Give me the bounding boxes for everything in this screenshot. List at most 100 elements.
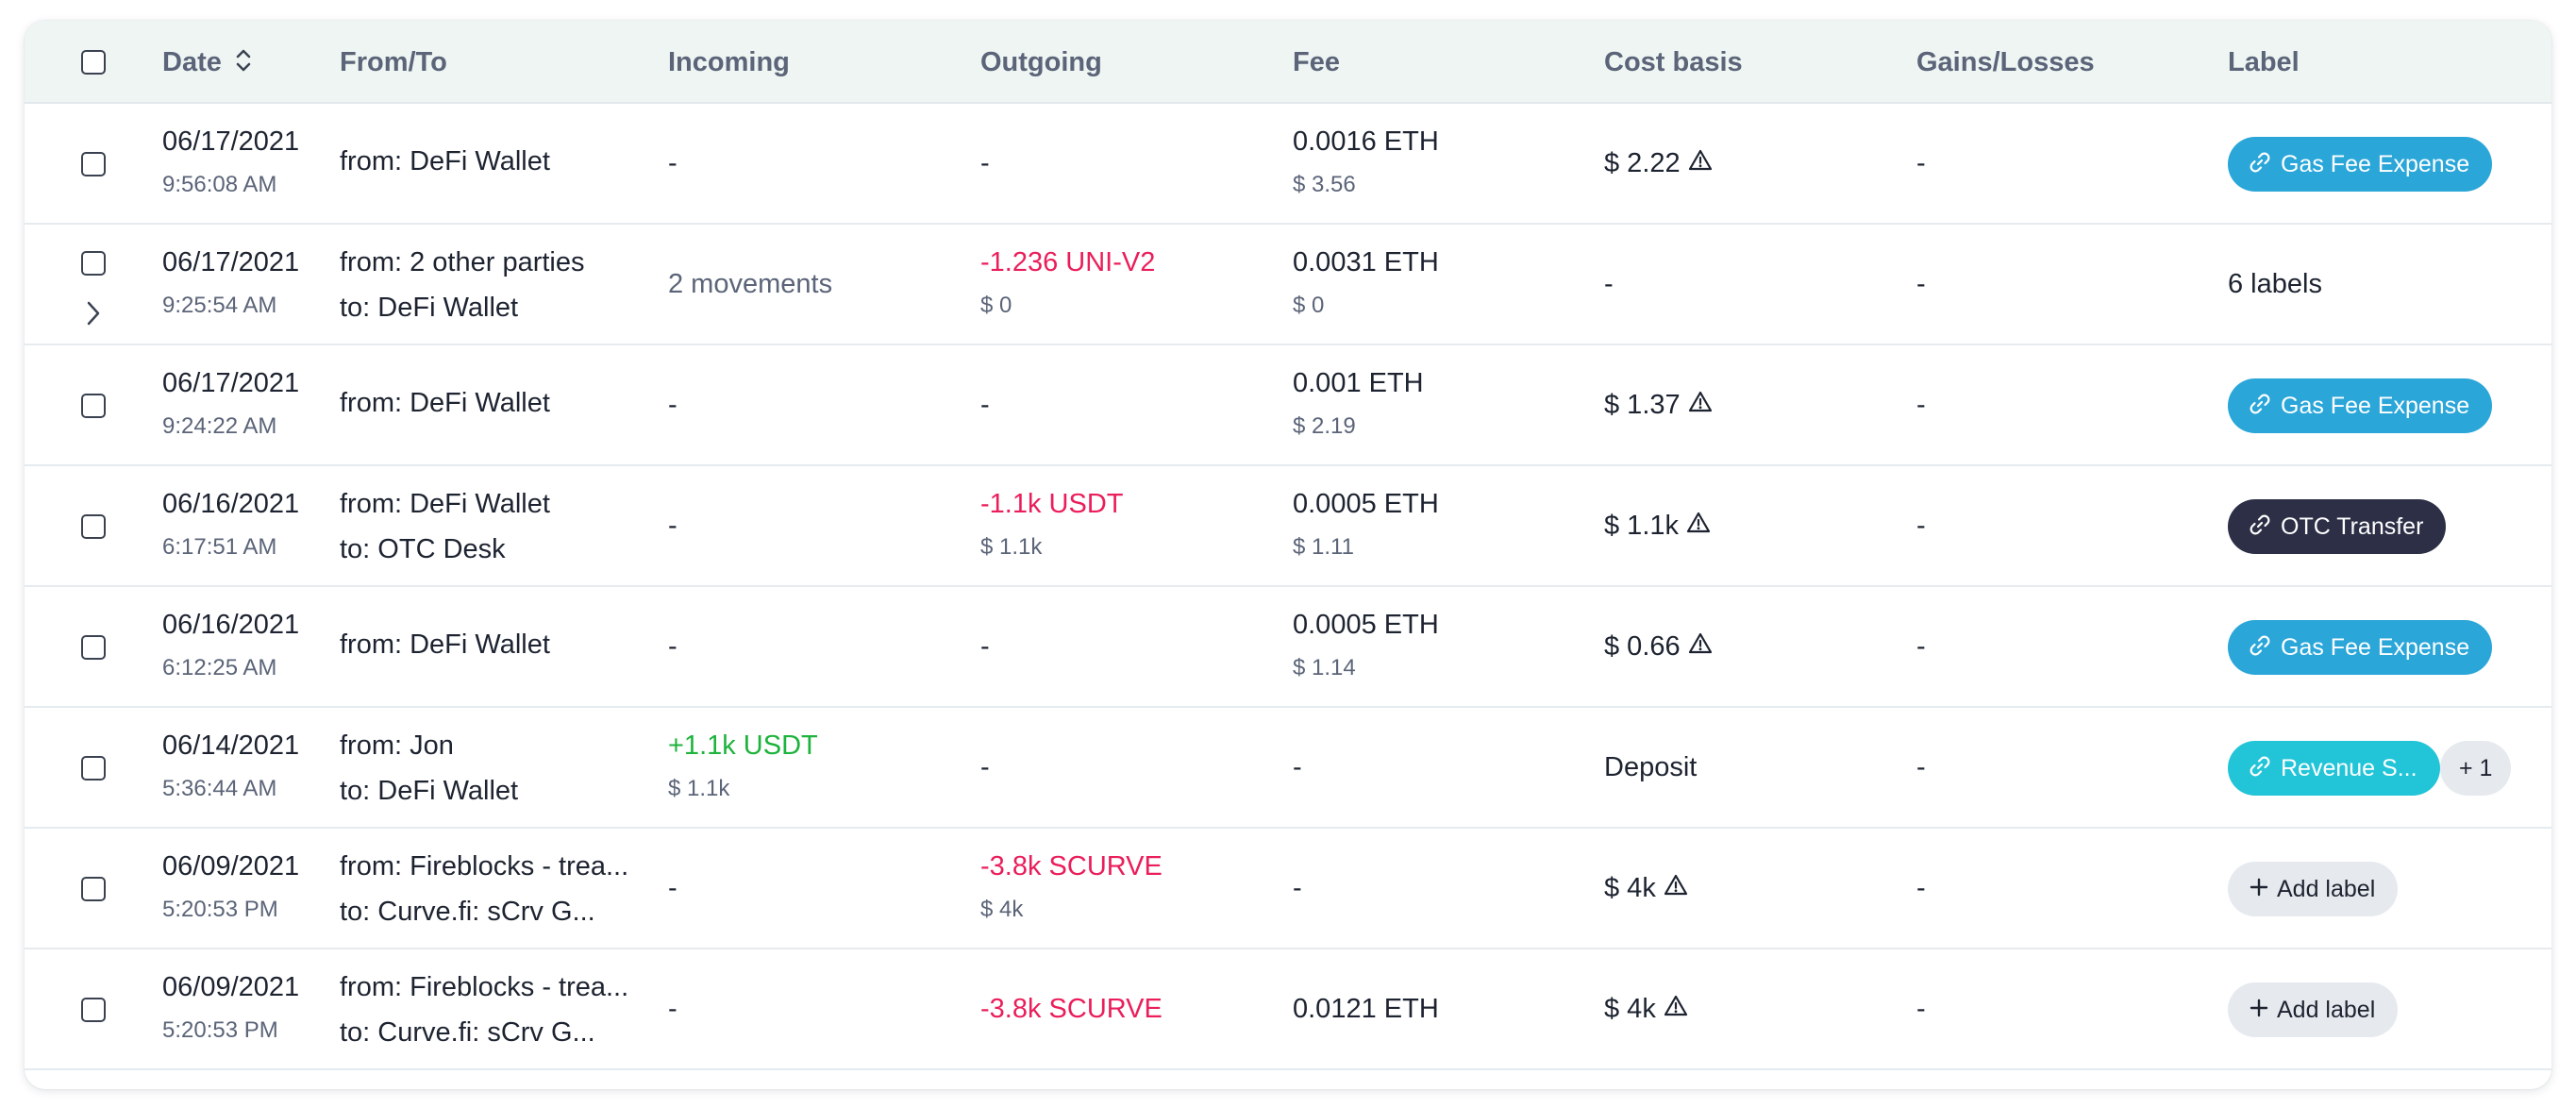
row-fee-usd: $ 1.11 (1293, 534, 1354, 560)
row-incoming[interactable]: 2 movements (668, 269, 833, 299)
row-checkbox[interactable] (81, 394, 106, 418)
row-time: 9:24:22 AM (162, 413, 277, 439)
row-from: from: DeFi Wallet (340, 630, 550, 660)
row-to: to: Curve.fi: sCrv G... (340, 1017, 595, 1048)
row-cost-basis: $ 0.66 (1604, 631, 1713, 663)
link-icon (2250, 756, 2270, 777)
row-cost-basis: $ 1.1k (1604, 511, 1711, 542)
table-row[interactable]: 06/17/2021 9:24:22 AM from: DeFi Wallet … (25, 345, 2551, 466)
row-date: 06/17/2021 (162, 126, 300, 157)
label-text: Revenue S... (2281, 755, 2417, 781)
row-fee-usd: $ 3.56 (1293, 172, 1356, 197)
row-fee-usd: $ 2.19 (1293, 413, 1356, 439)
row-checkbox[interactable] (81, 152, 106, 176)
column-header-outgoing: Outgoing (980, 47, 1102, 77)
row-checkbox[interactable] (81, 635, 106, 660)
row-cost-basis-value: $ 2.22 (1604, 148, 1681, 178)
row-checbox[interactable] (81, 251, 106, 276)
table-row[interactable]: 06/09/2021 5:20:53 PM from: Fireblocks -… (25, 949, 2551, 1070)
row-cost-basis-value: $ 4k (1604, 994, 1656, 1024)
warning-icon[interactable] (1688, 148, 1713, 173)
row-labels-count[interactable]: 6 labels (2228, 269, 2322, 299)
add-label-text: Add label (2277, 997, 2376, 1023)
row-checkbox[interactable] (81, 756, 106, 781)
warning-icon[interactable] (1688, 631, 1713, 656)
row-outgoing: - (980, 752, 990, 782)
warning-icon[interactable] (1686, 511, 1711, 535)
table-row[interactable]: 06/17/2021 9:56:08 AM from: DeFi Wallet … (25, 104, 2551, 225)
row-checkbox[interactable] (81, 877, 106, 901)
row-checkbox[interactable] (81, 998, 106, 1022)
row-from: from: Fireblocks - trea... (340, 851, 629, 881)
table-row[interactable]: 06/17/2021 9:25:54 AM from: 2 other part… (25, 225, 2551, 345)
row-outgoing: - (980, 631, 990, 662)
row-incoming: - (668, 390, 677, 420)
warning-icon[interactable] (1688, 390, 1713, 414)
column-header-fee: Fee (1293, 47, 1340, 77)
row-outgoing-usd: $ 1.1k (980, 534, 1043, 560)
add-label-button[interactable]: Add label (2228, 862, 2399, 916)
table-row[interactable]: 06/16/2021 6:17:51 AM from: DeFi Wallet … (25, 466, 2551, 587)
row-fee: 0.0031 ETH (1293, 247, 1439, 277)
row-gains: - (1916, 752, 1926, 782)
row-outgoing: - (980, 148, 990, 178)
column-header-incoming: Incoming (668, 47, 790, 77)
column-header-gains-losses: Gains/Losses (1916, 47, 2095, 77)
row-cost-basis: $ 2.22 (1604, 148, 1713, 179)
add-label-button[interactable]: Add label (2228, 982, 2399, 1037)
warning-icon[interactable] (1664, 873, 1688, 898)
warning-icon[interactable] (1664, 994, 1688, 1018)
row-time: 6:12:25 AM (162, 655, 277, 680)
label-text: Gas Fee Expense (2281, 151, 2470, 177)
link-icon (2250, 394, 2270, 414)
row-to: to: Curve.fi: sCrv G... (340, 897, 595, 927)
row-fee: 0.0121 ETH (1293, 994, 1439, 1024)
table-row[interactable]: 06/09/2021 5:20:53 PM from: Fireblocks -… (25, 829, 2551, 949)
row-cost-basis: - (1604, 269, 1614, 299)
row-to: to: DeFi Wallet (340, 776, 519, 806)
row-time: 5:20:53 PM (162, 897, 278, 922)
row-time: 6:17:51 AM (162, 534, 277, 560)
row-time: 9:25:54 AM (162, 293, 277, 318)
select-all-checkbox[interactable] (81, 50, 106, 75)
link-icon (2250, 514, 2270, 535)
row-cost-basis-value: $ 1.37 (1604, 390, 1681, 420)
label-pill-gas-fee-expense[interactable]: Gas Fee Expense (2228, 378, 2493, 433)
row-outgoing-usd: $ 0 (980, 293, 1012, 318)
row-fee: 0.0005 ETH (1293, 489, 1439, 519)
row-time: 5:20:53 PM (162, 1017, 278, 1043)
column-header-date[interactable]: Date (162, 21, 252, 104)
column-header-date-label: Date (162, 47, 222, 77)
table-row[interactable]: 06/14/2021 5:36:44 AM from: Jon to: DeFi… (25, 708, 2551, 829)
row-date: 06/16/2021 (162, 489, 300, 519)
row-cost-basis: Deposit (1604, 752, 1698, 782)
label-pill-otc-transfer[interactable]: OTC Transfer (2228, 499, 2447, 554)
row-to: to: OTC Desk (340, 534, 506, 564)
label-pill-gas-fee-expense[interactable]: Gas Fee Expense (2228, 620, 2493, 675)
row-time: 9:56:08 AM (162, 172, 277, 197)
table-header: Date From/To Incoming Outgoing Fee Cost … (25, 21, 2551, 104)
link-icon (2250, 152, 2270, 173)
row-date: 06/09/2021 (162, 851, 300, 881)
table-row[interactable]: 06/16/2021 6:12:25 AM from: DeFi Wallet … (25, 587, 2551, 708)
row-checkbox[interactable] (81, 514, 106, 539)
label-pill-revenue[interactable]: Revenue S... (2228, 741, 2440, 796)
row-gains: - (1916, 269, 1926, 299)
row-fee: - (1293, 873, 1302, 903)
label-pill-gas-fee-expense[interactable]: Gas Fee Expense (2228, 137, 2493, 192)
row-cost-basis-value: $ 0.66 (1604, 631, 1681, 662)
row-cost-basis: $ 4k (1604, 994, 1688, 1025)
chevron-right-icon[interactable] (83, 299, 104, 327)
sort-icon[interactable] (235, 43, 252, 77)
row-fee-usd: $ 0 (1293, 293, 1325, 318)
row-outgoing: - (980, 390, 990, 420)
row-cost-basis-value: $ 4k (1604, 873, 1656, 903)
row-gains: - (1916, 994, 1926, 1024)
row-to: to: DeFi Wallet (340, 293, 519, 323)
plus-icon (2250, 999, 2268, 1017)
row-date: 06/09/2021 (162, 972, 300, 1002)
row-date: 06/14/2021 (162, 730, 300, 761)
row-from: from: DeFi Wallet (340, 146, 550, 176)
more-labels-badge[interactable]: + 1 (2440, 741, 2512, 796)
row-outgoing: -1.236 UNI-V2 (980, 247, 1156, 277)
